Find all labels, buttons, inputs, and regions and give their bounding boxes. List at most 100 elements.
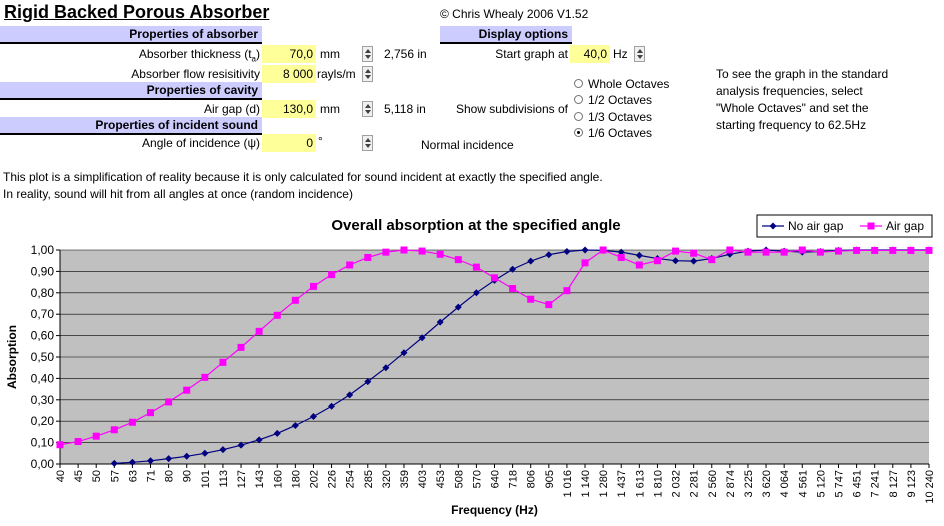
data-point-no-air-gap [183, 452, 191, 460]
legend-label: No air gap [788, 219, 844, 233]
data-point-no-air-gap [309, 412, 317, 420]
data-point-air-gap [382, 248, 390, 256]
y-tick-label: 0,20 [31, 414, 55, 428]
data-point-no-air-gap [219, 446, 227, 454]
angle-label: Angle of incidence (ψ) [142, 136, 260, 150]
x-tick-label: 1 437 [616, 470, 628, 498]
data-point-air-gap [635, 261, 643, 269]
x-tick-label: 3 225 [743, 470, 755, 498]
incident-section-header: Properties of incident sound [0, 117, 262, 134]
y-axis-label: Absorption [5, 325, 19, 389]
data-point-air-gap [237, 343, 245, 351]
x-tick-label: 1 810 [652, 470, 664, 498]
data-point-air-gap [599, 246, 607, 254]
display-section-header: Display options [440, 26, 572, 43]
data-point-no-air-gap [201, 449, 209, 457]
start-graph-spinner[interactable] [634, 46, 645, 62]
radio-sixth-octaves[interactable]: 1/6 Octaves [574, 125, 652, 141]
data-point-no-air-gap [563, 247, 571, 255]
x-tick-label: 2 281 [689, 470, 701, 498]
x-tick-label: 359 [399, 470, 411, 488]
data-point-no-air-gap [527, 257, 535, 265]
y-tick-label: 0,00 [31, 457, 55, 471]
simplification-note: This plot is a simplification of reality… [3, 170, 603, 201]
data-point-air-gap [147, 409, 155, 417]
thickness-spinner[interactable] [362, 46, 373, 62]
data-point-air-gap [509, 285, 517, 293]
incidence-text: Normal incidence [421, 138, 514, 152]
x-tick-label: 640 [490, 470, 502, 488]
section-divider [0, 98, 262, 100]
x-tick-label: 718 [508, 470, 520, 488]
flow-resistivity-input[interactable]: 8 000 [262, 65, 316, 83]
data-point-air-gap [436, 250, 444, 258]
data-point-air-gap [165, 398, 173, 406]
angle-input[interactable]: 0 [262, 134, 316, 152]
y-tick-label: 1,00 [31, 243, 55, 257]
section-divider [0, 42, 262, 44]
x-tick-label: 71 [146, 470, 158, 482]
data-point-no-air-gap [690, 257, 698, 265]
data-point-no-air-gap [328, 402, 336, 410]
data-point-air-gap [672, 247, 680, 255]
x-tick-label: 113 [218, 470, 230, 488]
legend-marker-no-air-gap [769, 222, 777, 230]
app-title: Rigid Backed Porous Absorber [4, 2, 270, 22]
legend-marker-air-gap [867, 222, 875, 230]
data-point-air-gap [871, 246, 879, 254]
x-tick-label: 508 [453, 470, 465, 488]
legend-box [756, 214, 933, 238]
x-tick-label: 570 [471, 470, 483, 488]
x-tick-label: 2 032 [671, 470, 683, 498]
radio-whole-octaves[interactable]: Whole Octaves [574, 76, 669, 92]
radio-selected-icon [574, 128, 583, 138]
data-point-air-gap [92, 432, 100, 440]
angle-unit: ° [318, 134, 323, 148]
x-tick-label: 143 [254, 470, 266, 488]
x-tick-label: 8 127 [888, 470, 900, 498]
data-point-no-air-gap [418, 334, 426, 342]
flow-resistivity-spinner[interactable] [362, 66, 373, 82]
data-point-no-air-gap [635, 251, 643, 259]
x-tick-label: 160 [272, 470, 284, 488]
data-point-air-gap [726, 246, 734, 254]
air-gap-inches: 5,118 in [384, 102, 426, 116]
subdivisions-label: Show subdivisions of [455, 102, 568, 116]
radio-third-octaves[interactable]: 1/3 Octaves [574, 109, 652, 125]
x-tick-label: 202 [308, 470, 320, 488]
legend-label: Air gap [886, 219, 924, 233]
angle-spinner[interactable] [362, 135, 373, 151]
radio-circle-icon [574, 95, 583, 105]
data-point-no-air-gap [128, 458, 136, 466]
data-point-air-gap [581, 259, 589, 267]
start-graph-unit: Hz [613, 47, 628, 61]
start-graph-input[interactable]: 40,0 [570, 45, 610, 63]
y-tick-label: 0,80 [31, 286, 55, 300]
data-point-no-air-gap [346, 391, 354, 399]
absorption-chart: Overall absorption at the specified angl… [0, 208, 944, 526]
air-gap-label: Air gap (d) [203, 102, 260, 116]
radio-half-octaves[interactable]: 1/2 Octaves [574, 92, 652, 108]
x-tick-label: 57 [109, 470, 121, 482]
data-point-no-air-gap [672, 257, 680, 265]
data-point-air-gap [653, 257, 661, 265]
x-tick-label: 2 874 [725, 470, 737, 498]
thickness-input[interactable]: 70,0 [262, 45, 316, 63]
data-point-no-air-gap [273, 429, 281, 437]
data-point-air-gap [744, 248, 752, 256]
air-gap-spinner[interactable] [362, 101, 373, 117]
data-point-no-air-gap [237, 441, 245, 449]
x-tick-label: 4 064 [779, 470, 791, 498]
x-tick-label: 80 [164, 470, 176, 482]
section-divider [440, 42, 572, 44]
data-point-air-gap [690, 249, 698, 257]
data-point-air-gap [273, 311, 281, 319]
data-point-air-gap [128, 418, 136, 426]
x-tick-label: 90 [182, 470, 194, 482]
data-point-no-air-gap [509, 265, 517, 273]
air-gap-input[interactable]: 130,0 [262, 100, 316, 118]
data-point-air-gap [853, 246, 861, 254]
chart-legend: No air gap Air gap [756, 214, 933, 238]
data-point-air-gap [201, 373, 209, 381]
y-tick-label: 0,50 [31, 350, 55, 364]
